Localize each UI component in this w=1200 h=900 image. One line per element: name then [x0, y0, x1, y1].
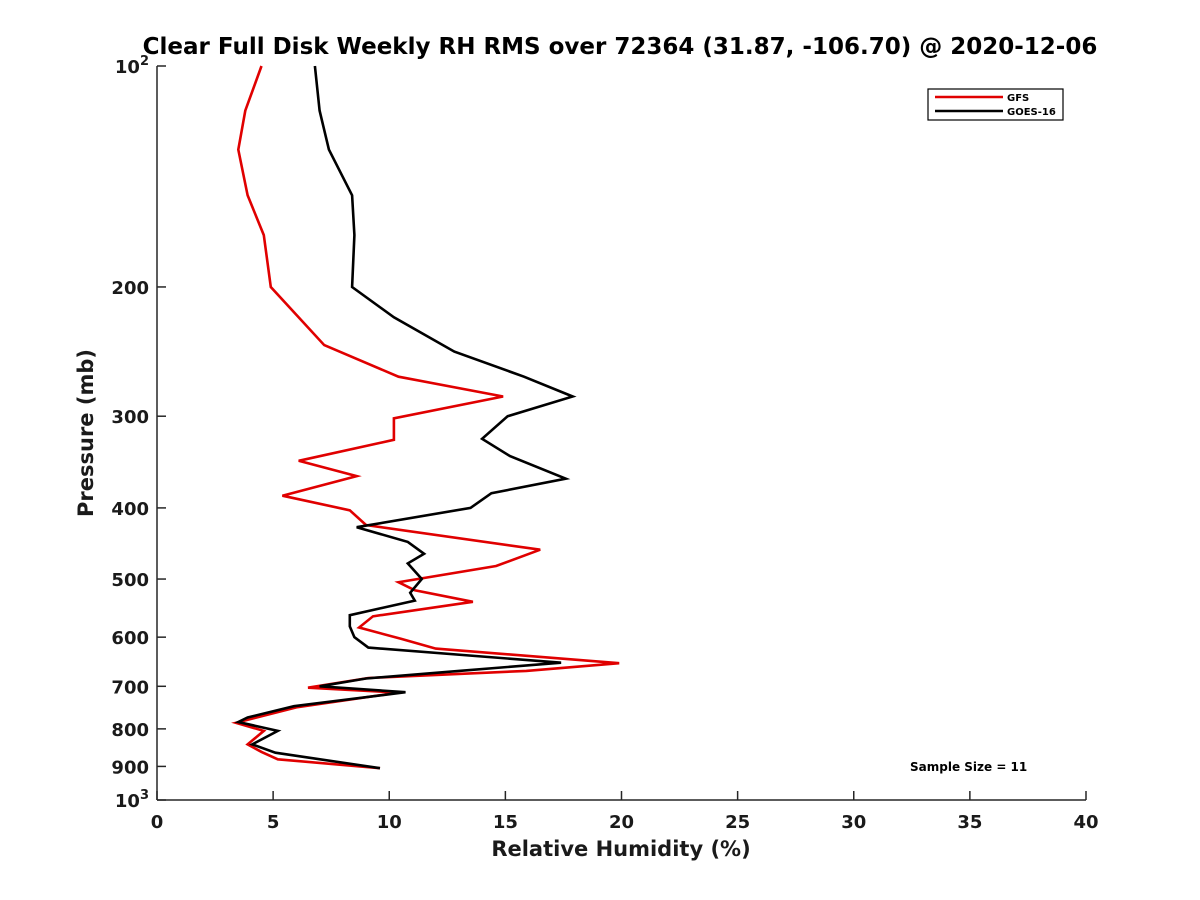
y-tick-label: 400 [111, 499, 149, 520]
y-tick-label: 500 [111, 570, 149, 591]
x-tick-label: 15 [493, 812, 518, 833]
y-tick-label: 102 [115, 54, 149, 78]
series-group [231, 65, 620, 770]
chart-title: Clear Full Disk Weekly RH RMS over 72364… [143, 34, 1098, 60]
x-ticks: 0 5 10 15 20 25 30 35 40 [151, 791, 1099, 833]
y-tick-label-base: 900 [111, 757, 149, 778]
y-tick-label: 700 [111, 677, 149, 698]
x-tick-label: 35 [957, 812, 982, 833]
y-tick-label: 300 [111, 407, 149, 428]
y-tick-label-base: 600 [111, 628, 149, 649]
x-tick-label: 25 [725, 812, 750, 833]
y-tick-label-base: 500 [111, 570, 149, 591]
legend-label-gfs: GFS [1007, 93, 1029, 104]
y-tick-label-base: 400 [111, 499, 149, 520]
y-tick-label-base: 700 [111, 677, 149, 698]
legend-label-goes16: GOES-16 [1007, 107, 1056, 118]
legend: GFS GOES-16 [927, 88, 1064, 121]
y-tick-label-base: 300 [111, 407, 149, 428]
y-tick-label-exponent: 2 [140, 54, 149, 69]
y-tick-label-base: 10 [115, 57, 140, 78]
y-tick-label: 800 [111, 720, 149, 741]
x-tick-label: 5 [267, 812, 280, 833]
legend-box [927, 88, 1064, 121]
y-tick-label: 600 [111, 628, 149, 649]
y-tick-label-base: 10 [115, 791, 140, 812]
x-axis-label: Relative Humidity (%) [491, 837, 750, 861]
y-tick-label: 900 [111, 757, 149, 778]
y-tick-label: 200 [111, 278, 149, 299]
series-line-goes16 [234, 65, 577, 770]
x-tick-label: 30 [841, 812, 866, 833]
series-line-gfs [231, 65, 620, 770]
y-tick-label: 103 [115, 788, 149, 812]
sample-size-annotation: Sample Size = 11 [910, 760, 1027, 774]
x-tick-label: 20 [609, 812, 634, 833]
x-tick-label: 40 [1073, 812, 1098, 833]
y-axis-label: Pressure (mb) [74, 349, 98, 517]
y-tick-label-exponent: 3 [140, 788, 149, 803]
y-tick-label-base: 200 [111, 278, 149, 299]
x-tick-label: 0 [151, 812, 164, 833]
y-tick-label-base: 800 [111, 720, 149, 741]
x-tick-label: 10 [377, 812, 402, 833]
